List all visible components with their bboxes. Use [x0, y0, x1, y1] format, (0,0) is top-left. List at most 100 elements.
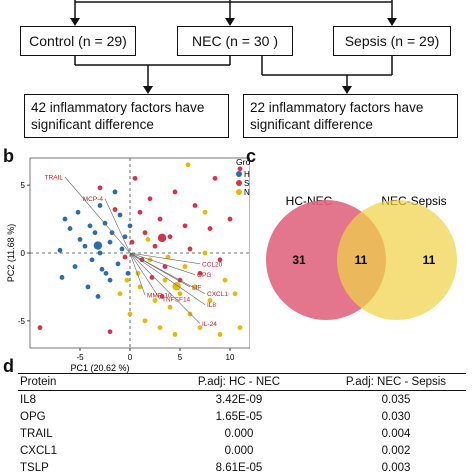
data-point-sepsis — [159, 294, 165, 299]
group-label: NEC (n = 30 ) — [192, 33, 278, 49]
data-point-sepsis — [37, 325, 43, 331]
data-point-nec — [167, 304, 173, 310]
group-box-nec: NEC (n = 30 ) — [177, 26, 293, 56]
data-point-nec — [187, 311, 193, 317]
data-point-hc — [62, 216, 68, 222]
data-point-nec — [207, 298, 213, 303]
loading-arrow — [129, 252, 196, 275]
venn-count-overlap: 11 — [355, 253, 368, 267]
data-point-sepsis — [132, 175, 138, 181]
y-tick-label: -5 — [18, 317, 26, 326]
data-point-nec — [182, 264, 188, 269]
x-axis-label: PC1 (20.62 %) — [70, 363, 129, 373]
data-point-hc — [97, 250, 103, 256]
venn-diagram: HC-NEC NEC-Sepsis 31 11 11 — [266, 194, 457, 320]
table-row: CXCL1 0.000 0.002 — [18, 442, 466, 459]
table-row: TRAIL 0.000 0.004 — [18, 425, 466, 442]
legend-label-sepsis: Sepsis — [244, 179, 250, 188]
column-header: P.adj: NEC - Sepsis — [324, 373, 466, 391]
padj-hc-nec-cell: 0.000 — [224, 427, 254, 440]
data-point-nec — [222, 277, 228, 283]
group-label: Control (n = 29) — [29, 33, 127, 49]
data-point-hc — [103, 270, 109, 276]
arrow-head — [143, 86, 153, 94]
venn-circle-nec-sepsis — [337, 200, 457, 320]
loading-arrow — [129, 252, 206, 294]
data-point-nec — [197, 325, 203, 331]
protein-cell: TSLP — [20, 461, 49, 474]
y-tick-label: 5 — [21, 181, 26, 190]
data-point-hc — [115, 261, 121, 267]
data-point-nec — [117, 291, 123, 297]
loading-arrow — [64, 176, 131, 254]
data-point-nec — [127, 311, 133, 317]
data-point-sepsis — [137, 209, 143, 215]
data-point-nec — [202, 250, 208, 256]
data-point-nec — [177, 291, 183, 297]
padj-nec-sepsis-cell: 0.004 — [381, 427, 411, 440]
padj-hc-nec-cell: 3.42E-09 — [215, 393, 263, 406]
protein-cell: TRAIL — [20, 427, 53, 440]
data-point-sepsis — [147, 196, 153, 202]
data-point-sepsis — [129, 239, 135, 245]
table-header-row: Protein P.adj: HC - NEC P.adj: NEC - Sep… — [18, 373, 466, 391]
data-point-hc — [125, 270, 131, 276]
data-point-sepsis — [142, 230, 148, 236]
table-row: OPG 1.65E-05 0.030 — [18, 408, 466, 425]
loading-arrow — [129, 252, 146, 296]
loading-label: IL8 — [207, 302, 216, 309]
loading-label: TNFSF14 — [162, 297, 191, 304]
data-point-nec — [192, 284, 198, 290]
data-point-nec — [124, 277, 130, 283]
x-tick-label: 0 — [128, 353, 133, 362]
group-label: Sepsis (n = 29) — [344, 33, 440, 49]
y-tick-label: 0 — [21, 249, 26, 258]
data-point-nec — [152, 298, 158, 303]
padj-nec-sepsis-cell: 0.035 — [381, 393, 411, 406]
data-point-sepsis — [122, 254, 128, 260]
data-point-hc — [77, 237, 83, 242]
loading-label: MMP-10 — [147, 293, 172, 300]
column-header: P.adj: HC - NEC — [152, 373, 324, 391]
data-point-hc — [109, 230, 115, 236]
legend-title: Group — [236, 157, 250, 167]
padj-hc-nec-cell: 1.65E-05 — [215, 410, 263, 423]
centroid-hc — [93, 241, 103, 250]
data-point-hc — [89, 257, 95, 263]
data-point-sepsis — [112, 207, 118, 212]
data-point-hc — [75, 209, 81, 215]
data-point-sepsis — [167, 234, 173, 240]
x-tick-label: 10 — [226, 353, 235, 362]
loading-label: OPG — [197, 272, 211, 279]
loading-arrow — [129, 252, 206, 305]
padj-hc-nec-cell: 8.61E-05 — [215, 461, 263, 474]
pca-biplot: -5 0 5 10 -5 0 5 PC1 (20.62 %) PC2 (11.68 %) TRAI… — [6, 157, 250, 373]
data-point-hc — [72, 264, 78, 269]
group-box-control: Control (n = 29) — [20, 26, 136, 56]
data-point-hc — [87, 223, 93, 229]
loading-label: LIF — [192, 284, 201, 291]
arrow-head — [342, 86, 352, 94]
loading-label: IL-24 — [202, 321, 217, 328]
result-box-hc-nec: 42 inflammatory factors have significant… — [24, 94, 229, 138]
data-point-sepsis — [182, 223, 188, 229]
panel-letter-c: c — [246, 146, 257, 166]
data-point-nec — [157, 325, 163, 331]
data-point-hc — [112, 189, 118, 195]
data-point-hc — [67, 226, 73, 231]
column-header: Protein — [18, 373, 152, 391]
arrow-head — [225, 18, 235, 26]
legend-swatch-nec — [236, 189, 242, 195]
centroid-nec — [172, 282, 181, 291]
data-point-sepsis — [197, 270, 203, 276]
y-axis-label: PC2 (11.68 %) — [6, 224, 16, 282]
data-point-hc — [107, 239, 113, 245]
data-point-hc — [85, 284, 91, 290]
data-point-hc — [57, 247, 63, 253]
legend-swatch-sepsis — [236, 180, 242, 186]
data-point-nec — [217, 332, 223, 337]
padj-nec-sepsis-cell: 0.003 — [381, 461, 411, 474]
x-tick-label: -5 — [76, 353, 84, 362]
data-point-nec — [162, 277, 168, 283]
data-point-sepsis — [192, 203, 198, 208]
